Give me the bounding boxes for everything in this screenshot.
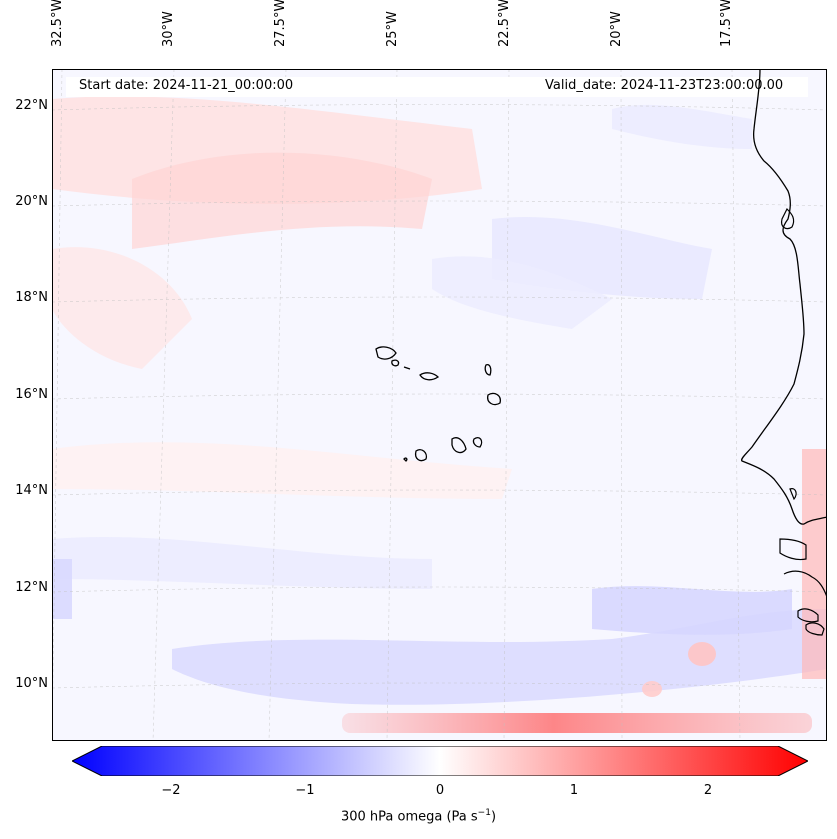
colorbar-label: 300 hPa omega (Pa s−1) bbox=[0, 808, 837, 824]
lat-label-12n: 12°N bbox=[15, 580, 48, 595]
colorbar-tick-minus-1: −1 bbox=[295, 783, 315, 798]
coast-detail bbox=[789, 488, 797, 501]
bijagos-islands bbox=[797, 608, 819, 623]
omega-field bbox=[52, 96, 827, 733]
coast-detail bbox=[781, 207, 795, 230]
lon-label-32-5w: 32.5°W bbox=[50, 0, 65, 47]
colorbar-tick-1: 1 bbox=[569, 783, 579, 798]
valid-date-label: Valid_date: 2024-11-23T23:00:00.00 bbox=[545, 78, 784, 93]
lat-label-20n: 20°N bbox=[15, 194, 48, 209]
lat-label-16n: 16°N bbox=[15, 387, 48, 402]
colorbar-label-close: ) bbox=[490, 809, 497, 825]
coast-detail bbox=[779, 538, 807, 561]
colorbar-label-exponent: −1 bbox=[477, 808, 491, 818]
colorbar-tick-minus-2: −2 bbox=[161, 783, 181, 798]
lon-label-27-5w: 27.5°W bbox=[273, 0, 288, 47]
colorbar bbox=[72, 746, 808, 776]
lat-label-10n: 10°N bbox=[15, 676, 48, 691]
header-strip bbox=[66, 77, 808, 97]
lon-label-20w: 20°W bbox=[609, 11, 624, 47]
colorbar-tick-0: 0 bbox=[435, 783, 445, 798]
bijagos-islands bbox=[805, 622, 825, 636]
colorbar-tick-2: 2 bbox=[703, 783, 713, 798]
lat-label-22n: 22°N bbox=[15, 98, 48, 113]
africa-coastline bbox=[740, 69, 827, 525]
lat-label-18n: 18°N bbox=[15, 290, 48, 305]
lon-label-22-5w: 22.5°W bbox=[497, 0, 512, 47]
cape-verde-islands bbox=[375, 346, 501, 462]
map-panel bbox=[52, 69, 827, 741]
coast-detail bbox=[783, 570, 827, 598]
lat-label-14n: 14°N bbox=[15, 483, 48, 498]
graticule bbox=[52, 69, 827, 741]
map-frame bbox=[52, 69, 827, 741]
colorbar-label-text: 300 hPa omega (Pa s bbox=[340, 809, 478, 825]
lon-label-17-5w: 17.5°W bbox=[719, 0, 734, 47]
lon-label-25w: 25°W bbox=[385, 11, 400, 47]
start-date-label: Start date: 2024-11-21_00:00:00 bbox=[79, 78, 294, 93]
lon-label-30w: 30°W bbox=[161, 11, 176, 47]
